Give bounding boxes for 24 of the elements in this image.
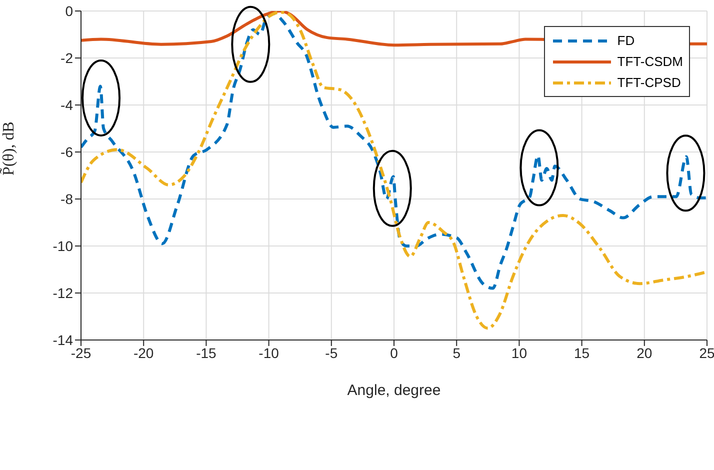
y-tick-label: -12 <box>52 284 74 301</box>
x-axis-title: Angle, degree <box>347 382 441 399</box>
y-axis-title: P̃(θ), dB <box>0 122 18 176</box>
legend-label: TFT-CSDM <box>617 54 683 69</box>
x-tick-label: -25 <box>70 344 92 361</box>
y-tick-label: 0 <box>65 2 74 19</box>
legend-label: TFT-CPSD <box>617 75 681 90</box>
x-tick-label: -15 <box>196 344 217 361</box>
x-tick-label: -5 <box>325 344 338 361</box>
y-tick-label: -2 <box>60 50 74 66</box>
y-tick-label: -6 <box>60 144 74 160</box>
x-tick-label: 0 <box>390 344 398 361</box>
legend-label: FD <box>617 33 635 48</box>
x-tick-label: 10 <box>511 344 528 361</box>
y-tick-label: -14 <box>52 332 74 348</box>
x-tick-label: 5 <box>452 344 461 361</box>
x-tick-label: -10 <box>258 344 280 361</box>
y-tick-label: -10 <box>52 238 74 254</box>
x-tick-label: 15 <box>574 344 590 361</box>
y-tick-label: -8 <box>60 190 74 207</box>
x-tick-label: 25 <box>699 344 714 361</box>
y-tick-label: -4 <box>60 96 74 113</box>
x-tick-label: -20 <box>133 344 154 361</box>
x-tick-label: 20 <box>636 344 652 361</box>
